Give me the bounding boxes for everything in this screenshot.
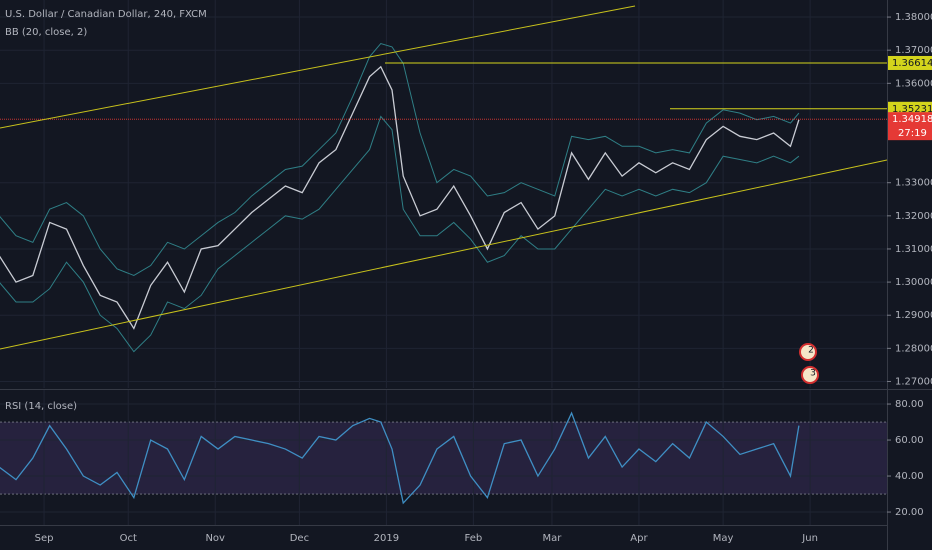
y-tick-label: 1.38000: [895, 12, 932, 23]
level-label: 1.35231: [892, 104, 932, 115]
y-tick-label: 1.31000: [895, 244, 932, 255]
x-tick-label: Apr: [630, 533, 648, 544]
x-tick-label: Jun: [801, 533, 818, 544]
x-tick-label: May: [713, 533, 734, 544]
last-price-label: 1.34918: [892, 114, 932, 125]
y-tick-label: 1.37000: [895, 45, 932, 56]
event-label: 2: [808, 346, 814, 356]
chart-title: U.S. Dollar / Canadian Dollar, 240, FXCM: [5, 9, 207, 20]
y-tick-label: 1.33000: [895, 178, 932, 189]
y-tick-label: 1.36000: [895, 78, 932, 89]
x-tick-label: Sep: [35, 533, 54, 544]
last-price-box: [888, 112, 932, 141]
x-tick-label: Oct: [120, 533, 137, 544]
x-tick-label: Dec: [290, 533, 309, 544]
y-tick-label: 1.30000: [895, 277, 932, 288]
series-line: [0, 411, 800, 505]
x-tick-label: Mar: [543, 533, 563, 544]
level-label: 1.36614: [892, 58, 932, 69]
series-line: [0, 42, 800, 277]
x-tick-label: 2019: [374, 533, 399, 544]
y-tick-label: 1.29000: [895, 310, 932, 321]
indicator-title: BB (20, close, 2): [5, 27, 87, 38]
countdown: 27:19: [898, 128, 927, 139]
trend-line: [0, 159, 888, 350]
level-label-box: [888, 55, 932, 70]
plot: [0, 0, 887, 525]
x-tick-label: Nov: [205, 533, 225, 544]
y-tick-label: 40.00: [895, 471, 924, 482]
y-tick-label: 1.27000: [895, 376, 932, 387]
series-line: [0, 65, 800, 330]
event-icon: [799, 343, 817, 361]
rsi-title: RSI (14, close): [5, 401, 77, 412]
y-tick-label: 1.32000: [895, 211, 932, 222]
event-icon: [801, 366, 819, 384]
event-label: 3: [810, 369, 816, 379]
x-tick-label: Feb: [465, 533, 483, 544]
series-line: [0, 115, 800, 353]
y-tick-label: 60.00: [895, 435, 924, 446]
trend-line: [0, 5, 636, 129]
y-tick-label: 20.00: [895, 507, 924, 518]
y-tick-label: 1.28000: [895, 343, 932, 354]
rsi-band: [0, 422, 887, 495]
y-tick-label: 80.00: [895, 399, 924, 410]
